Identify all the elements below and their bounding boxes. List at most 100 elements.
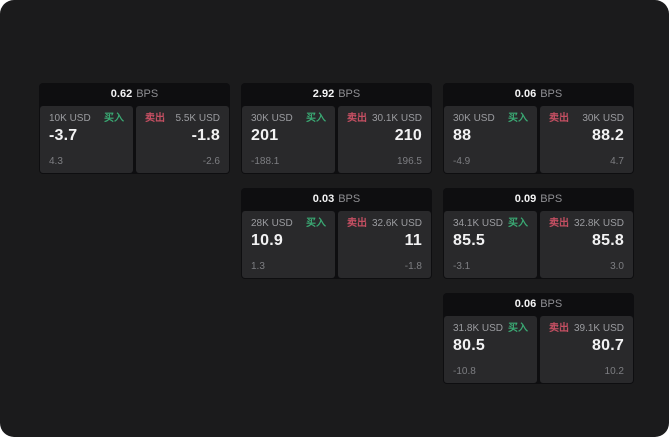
buy-panel[interactable]: 30K USD 买入 201 -188.1 <box>242 106 335 173</box>
buy-sub-value: 4.3 <box>49 156 63 167</box>
buy-panel-top: 31.8K USD 买入 <box>453 323 528 334</box>
buy-panel[interactable]: 31.8K USD 买入 80.5 -10.8 <box>444 316 537 383</box>
sell-panel-top: 卖出 30.1K USD <box>347 113 422 124</box>
quote-body: 31.8K USD 买入 80.5 -10.8 卖出 39.1K USD 80.… <box>443 316 634 384</box>
buy-side-label: 买入 <box>508 113 528 124</box>
sell-price: 85.8 <box>592 232 624 249</box>
spread-value: 2.92 <box>312 88 335 100</box>
sell-side-label: 卖出 <box>145 113 165 124</box>
sell-amount: 32.6K USD <box>371 218 422 229</box>
sell-panel-top: 卖出 30K USD <box>549 113 624 124</box>
spread-value: 0.06 <box>514 88 537 100</box>
buy-amount: 34.1K USD <box>453 218 504 229</box>
buy-price: 88 <box>453 127 472 144</box>
sell-sub-value: 10.2 <box>604 366 624 377</box>
spread-unit-label: BPS <box>136 88 159 100</box>
buy-amount: 30K USD <box>453 113 495 124</box>
quote-body: 30K USD 买入 201 -188.1 卖出 30.1K USD 210 1… <box>241 106 432 174</box>
buy-sub-value: -10.8 <box>453 366 476 377</box>
spread-unit-label: BPS <box>540 298 563 310</box>
sell-panel[interactable]: 卖出 32.6K USD 11 -1.8 <box>338 211 431 278</box>
quote-body: 28K USD 买入 10.9 1.3 卖出 32.6K USD 11 -1.8 <box>241 211 432 279</box>
buy-panel[interactable]: 34.1K USD 买入 85.5 -3.1 <box>444 211 537 278</box>
buy-sub-value: -4.9 <box>453 156 471 167</box>
buy-amount: 31.8K USD <box>453 323 504 334</box>
buy-panel-top: 10K USD 买入 <box>49 113 124 124</box>
buy-side-label: 买入 <box>104 113 124 124</box>
quote-cards-grid: 0.62 BPS 10K USD 买入 -3.7 4.3 卖出 5.5K USD <box>39 83 634 384</box>
buy-side-label: 买入 <box>306 113 326 124</box>
sell-panel-top: 卖出 5.5K USD <box>145 113 220 124</box>
sell-panel-top: 卖出 32.8K USD <box>549 218 624 229</box>
sell-panel[interactable]: 卖出 32.8K USD 85.8 3.0 <box>540 211 633 278</box>
spread-unit-label: BPS <box>540 193 563 205</box>
buy-price: 201 <box>251 127 279 144</box>
sell-amount: 30.1K USD <box>371 113 422 124</box>
sell-side-label: 卖出 <box>549 323 569 334</box>
spread-header: 0.03 BPS <box>241 188 432 211</box>
sell-amount: 32.8K USD <box>573 218 624 229</box>
buy-side-label: 买入 <box>508 218 528 229</box>
buy-sub-value: 1.3 <box>251 261 265 272</box>
buy-panel-top: 34.1K USD 买入 <box>453 218 528 229</box>
spread-header: 0.06 BPS <box>443 293 634 316</box>
sell-price: 88.2 <box>592 127 624 144</box>
buy-amount: 10K USD <box>49 113 91 124</box>
sell-panel[interactable]: 卖出 30.1K USD 210 196.5 <box>338 106 431 173</box>
sell-side-label: 卖出 <box>347 218 367 229</box>
sell-panel[interactable]: 卖出 5.5K USD -1.8 -2.6 <box>136 106 229 173</box>
buy-side-label: 买入 <box>508 323 528 334</box>
buy-sub-value: -188.1 <box>251 156 280 167</box>
spread-value: 0.06 <box>514 298 537 310</box>
sell-sub-value: -2.6 <box>202 156 220 167</box>
quote-body: 30K USD 买入 88 -4.9 卖出 30K USD 88.2 4.7 <box>443 106 634 174</box>
buy-sub-value: -3.1 <box>453 261 471 272</box>
quote-card: 0.06 BPS 31.8K USD 买入 80.5 -10.8 卖出 39.1… <box>443 293 634 384</box>
buy-price: 80.5 <box>453 337 485 354</box>
buy-panel-top: 30K USD 买入 <box>453 113 528 124</box>
buy-price: 10.9 <box>251 232 283 249</box>
quote-body: 10K USD 买入 -3.7 4.3 卖出 5.5K USD -1.8 -2.… <box>39 106 230 174</box>
sell-sub-value: 196.5 <box>396 156 422 167</box>
sell-price: 210 <box>394 127 422 144</box>
buy-amount: 28K USD <box>251 218 293 229</box>
sell-panel-top: 卖出 32.6K USD <box>347 218 422 229</box>
spread-header: 0.62 BPS <box>39 83 230 106</box>
sell-side-label: 卖出 <box>347 113 367 124</box>
sell-amount: 30K USD <box>582 113 624 124</box>
spread-value: 0.62 <box>110 88 133 100</box>
sell-side-label: 卖出 <box>549 218 569 229</box>
sell-price: 80.7 <box>592 337 624 354</box>
quote-card: 0.03 BPS 28K USD 买入 10.9 1.3 卖出 32.6K US… <box>241 188 432 279</box>
sell-sub-value: 4.7 <box>610 156 624 167</box>
sell-panel-top: 卖出 39.1K USD <box>549 323 624 334</box>
sell-side-label: 卖出 <box>549 113 569 124</box>
quote-body: 34.1K USD 买入 85.5 -3.1 卖出 32.8K USD 85.8… <box>443 211 634 279</box>
spread-header: 2.92 BPS <box>241 83 432 106</box>
buy-side-label: 买入 <box>306 218 326 229</box>
buy-panel[interactable]: 10K USD 买入 -3.7 4.3 <box>40 106 133 173</box>
spread-unit-label: BPS <box>338 193 361 205</box>
sell-sub-value: 3.0 <box>610 261 624 272</box>
quote-card: 0.62 BPS 10K USD 买入 -3.7 4.3 卖出 5.5K USD <box>39 83 230 174</box>
spread-unit-label: BPS <box>540 88 563 100</box>
quote-card: 0.09 BPS 34.1K USD 买入 85.5 -3.1 卖出 32.8K… <box>443 188 634 279</box>
buy-price: -3.7 <box>49 127 78 144</box>
buy-panel-top: 28K USD 买入 <box>251 218 326 229</box>
sell-panel[interactable]: 卖出 39.1K USD 80.7 10.2 <box>540 316 633 383</box>
sell-price: 11 <box>404 232 422 249</box>
spread-value: 0.09 <box>514 193 537 205</box>
buy-panel[interactable]: 30K USD 买入 88 -4.9 <box>444 106 537 173</box>
sell-panel[interactable]: 卖出 30K USD 88.2 4.7 <box>540 106 633 173</box>
sell-price: -1.8 <box>191 127 220 144</box>
quote-card: 0.06 BPS 30K USD 买入 88 -4.9 卖出 30K USD <box>443 83 634 174</box>
spread-header: 0.06 BPS <box>443 83 634 106</box>
sell-amount: 5.5K USD <box>175 113 220 124</box>
quote-card: 2.92 BPS 30K USD 买入 201 -188.1 卖出 30.1K … <box>241 83 432 174</box>
buy-panel-top: 30K USD 买入 <box>251 113 326 124</box>
sell-sub-value: -1.8 <box>404 261 422 272</box>
buy-panel[interactable]: 28K USD 买入 10.9 1.3 <box>242 211 335 278</box>
spread-value: 0.03 <box>312 193 335 205</box>
spread-header: 0.09 BPS <box>443 188 634 211</box>
